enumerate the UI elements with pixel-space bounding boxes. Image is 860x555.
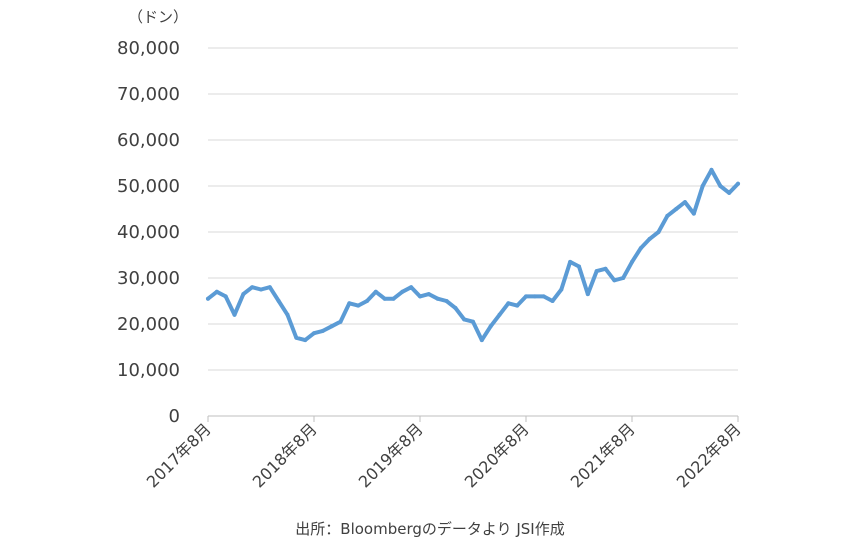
data-point — [709, 167, 714, 172]
data-point — [223, 294, 228, 299]
y-tick-label: 50,000 — [117, 176, 180, 197]
y-tick-label: 40,000 — [117, 222, 180, 243]
data-point — [506, 301, 511, 306]
data-point — [214, 289, 219, 294]
x-tick-label: 2022年8月 — [673, 419, 745, 491]
data-point — [594, 269, 599, 274]
x-tick-label: 2020年8月 — [461, 419, 533, 491]
data-point — [453, 305, 458, 310]
data-point — [444, 299, 449, 303]
data-point — [329, 324, 334, 329]
x-tick-label: 2018年8月 — [249, 419, 321, 491]
data-point — [400, 289, 405, 294]
data-point — [276, 299, 281, 303]
y-tick-label: 20,000 — [117, 314, 180, 335]
data-point — [727, 190, 732, 195]
data-point — [206, 296, 210, 301]
y-tick-label: 30,000 — [117, 268, 180, 289]
data-point — [585, 292, 590, 297]
data-point — [435, 296, 440, 301]
data-point — [241, 292, 246, 297]
data-point — [621, 276, 626, 280]
data-point — [524, 294, 528, 299]
data-point — [294, 335, 299, 340]
data-point — [630, 259, 634, 264]
y-tick-label: 0 — [169, 406, 180, 427]
data-point — [338, 319, 343, 324]
data-point — [382, 296, 387, 301]
data-point — [515, 303, 520, 308]
data-point — [559, 287, 564, 292]
y-tick-label: 10,000 — [117, 360, 180, 381]
data-point — [656, 230, 661, 234]
data-point — [603, 266, 608, 271]
data-point — [736, 181, 740, 186]
data-point — [488, 324, 493, 329]
data-point — [373, 289, 378, 294]
data-point — [718, 184, 723, 188]
data-point — [250, 285, 255, 290]
y-tick-label: 70,000 — [117, 84, 180, 105]
data-point — [479, 338, 484, 343]
x-tick-label: 2017年8月 — [143, 419, 215, 491]
source-note: 出所：Bloombergのデータより JSI作成 — [295, 520, 565, 538]
data-point — [303, 338, 308, 343]
data-point — [674, 207, 679, 211]
data-point — [532, 294, 537, 299]
data-point — [612, 278, 617, 283]
x-tick-label: 2019年8月 — [355, 419, 427, 491]
y-tick-label: 80,000 — [117, 38, 180, 59]
y-axis-ticks: 0 10,000 20,000 30,000 40,000 50,000 60,000 70,… — [117, 38, 180, 427]
y-tick-label: 60,000 — [117, 130, 180, 151]
data-point — [409, 285, 414, 290]
data-point — [267, 285, 272, 290]
data-point — [462, 317, 467, 322]
data-point — [320, 328, 325, 333]
gridlines — [208, 47, 738, 371]
data-point — [638, 246, 643, 251]
unit-label: （ドン） — [128, 8, 188, 26]
data-point — [232, 312, 237, 317]
x-axis: 2017年8月 2018年8月 2019年8月 2020年8月 2021年8月 2022年… — [143, 415, 745, 491]
data-point — [365, 299, 369, 303]
data-point — [259, 287, 263, 292]
data-point — [700, 184, 705, 188]
data-point — [426, 292, 431, 297]
data-point — [541, 294, 546, 299]
data-point — [665, 213, 670, 218]
x-tick-label: 2021年8月 — [567, 419, 639, 491]
data-point — [356, 303, 361, 308]
data-point — [683, 200, 687, 205]
data-point — [568, 259, 573, 264]
series-layer — [206, 167, 740, 343]
data-point — [647, 236, 652, 241]
data-point — [691, 211, 696, 216]
data-point — [497, 312, 502, 317]
data-point — [347, 301, 352, 306]
data-point — [471, 319, 475, 324]
data-point — [577, 264, 581, 269]
data-point — [312, 331, 316, 336]
data-point — [418, 294, 422, 299]
data-point — [550, 299, 555, 303]
data-point — [285, 312, 290, 317]
data-point — [391, 296, 396, 301]
